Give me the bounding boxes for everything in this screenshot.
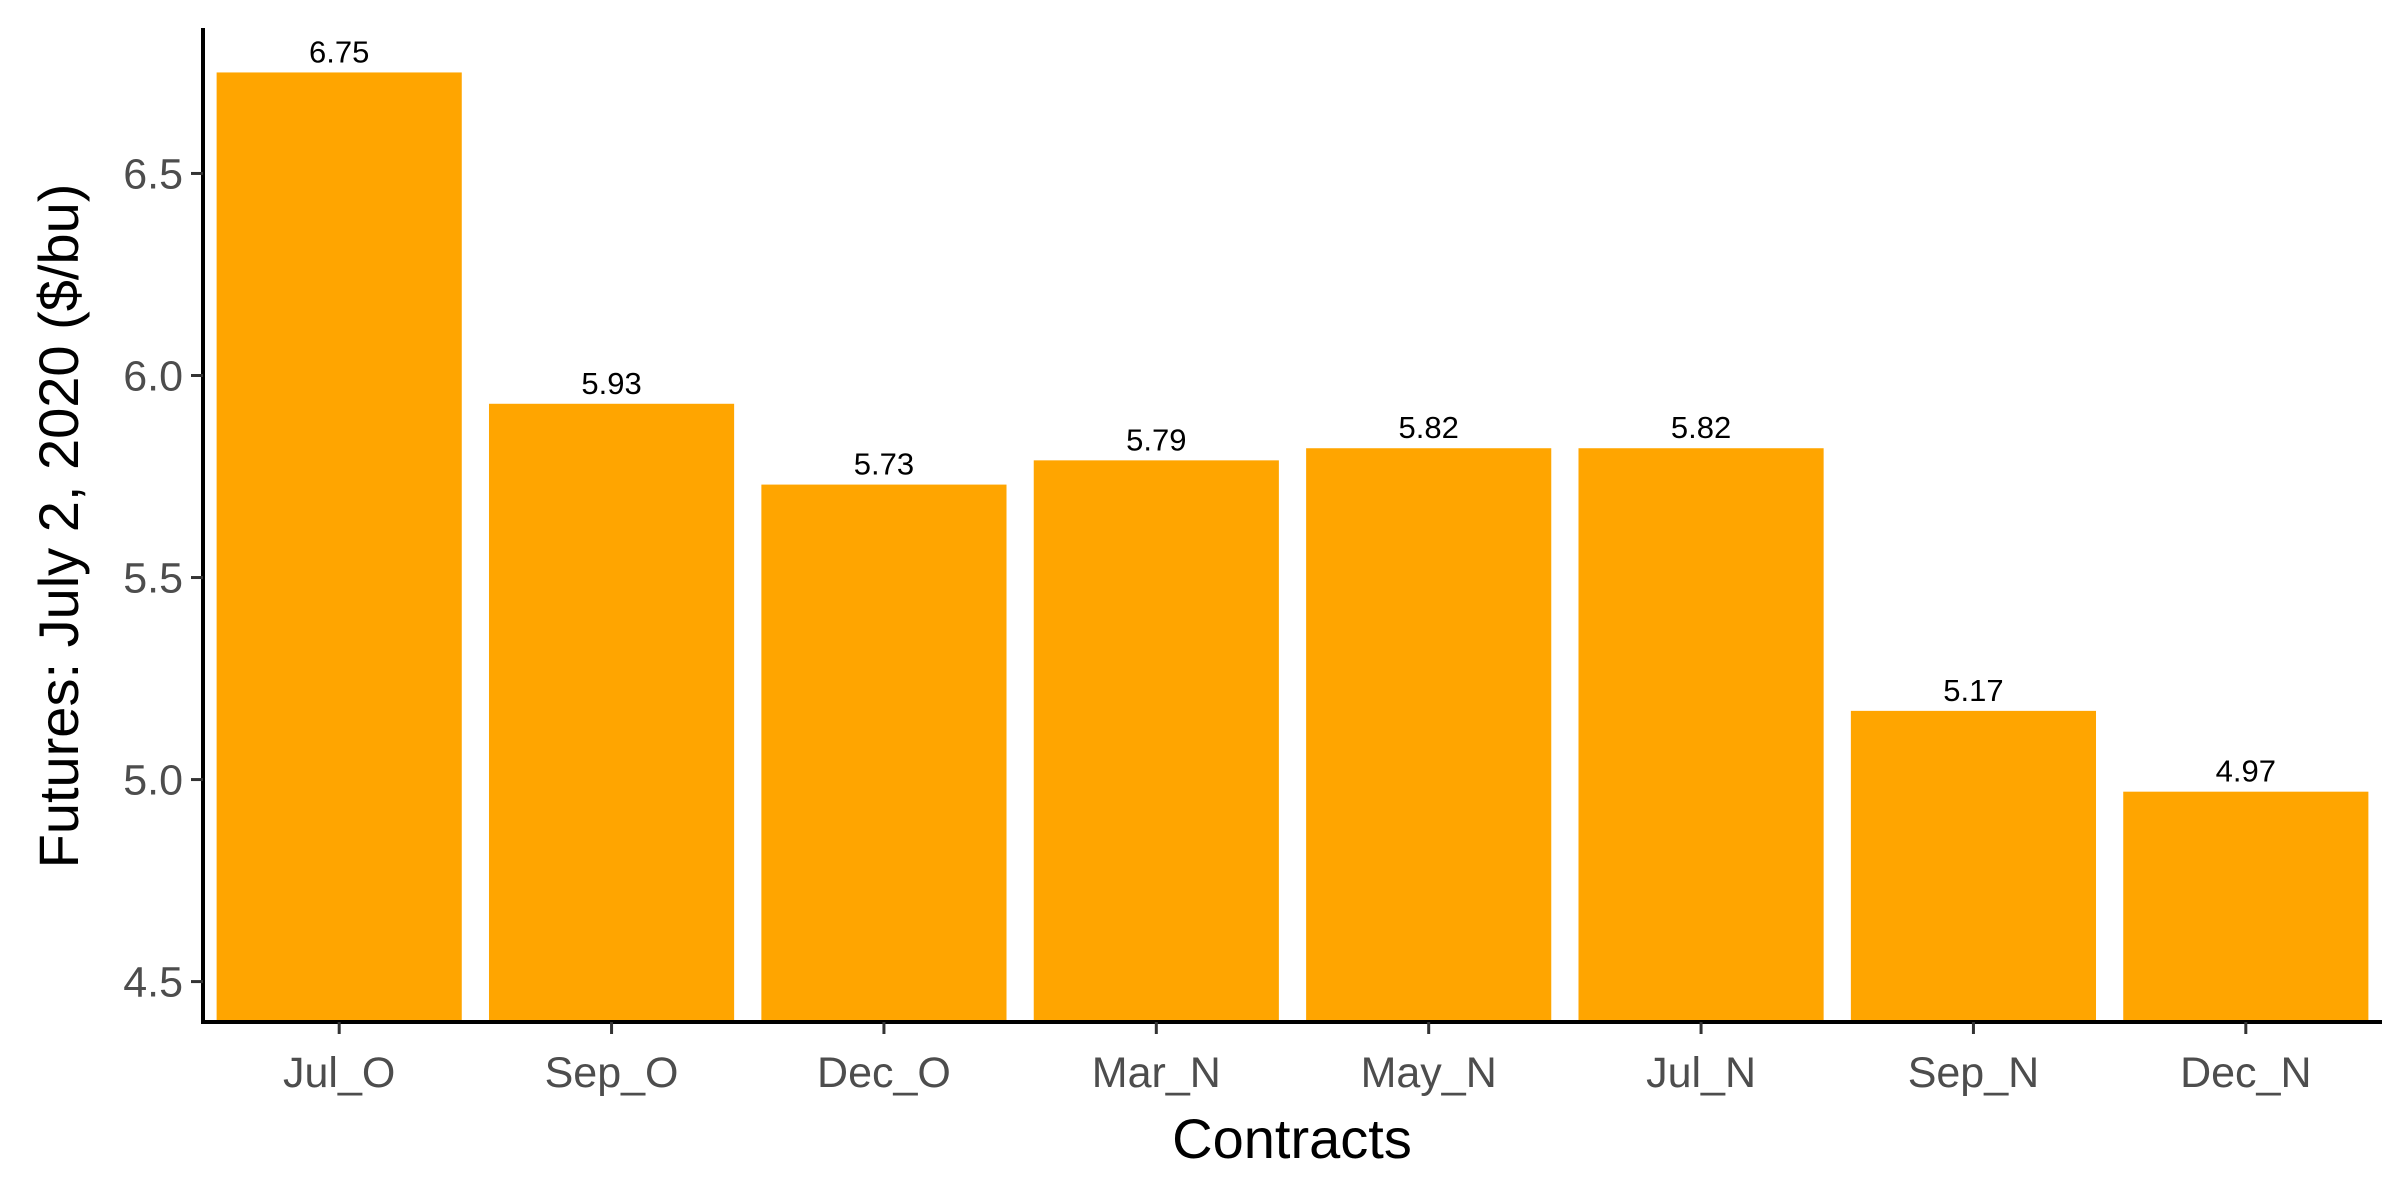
data-label: 5.93 (581, 366, 641, 401)
data-label: 5.82 (1671, 410, 1731, 445)
bar (1850, 710, 2097, 1022)
data-label: 5.73 (854, 447, 914, 482)
bar (216, 72, 462, 1022)
y-tick-label: 4.5 (123, 959, 183, 1007)
y-tick-label: 5.0 (123, 757, 183, 805)
data-labels-layer: 6.75 5.93 5.73 5.79 5.82 5.82 5.17 4.97 (309, 34, 2276, 788)
x-tick-label: Dec_O (817, 1049, 951, 1097)
data-label: 4.97 (2216, 754, 2276, 789)
y-tick-label: 6.0 (123, 353, 183, 401)
bar (1033, 460, 1279, 1023)
x-tick-label: Jul_N (1646, 1049, 1756, 1097)
x-axis-title: Contracts (1172, 1107, 1412, 1170)
y-tick-label: 5.5 (123, 555, 183, 603)
x-tick-label: Mar_N (1092, 1049, 1221, 1097)
data-label: 5.17 (1943, 673, 2003, 708)
x-tick-label: Sep_O (545, 1049, 679, 1097)
bars-layer (216, 72, 2369, 1023)
bar (2123, 791, 2369, 1022)
data-label: 5.82 (1399, 410, 1459, 445)
x-tick-label: Dec_N (2180, 1049, 2311, 1097)
y-ticks: 4.5 5.0 5.5 6.0 6.5 (123, 150, 203, 1007)
y-axis-title: Futures: July 2, 2020 ($/bu) (27, 184, 90, 869)
bar (1306, 448, 1552, 1023)
y-tick-label: 6.5 (123, 150, 183, 198)
x-tick-label: Jul_O (283, 1049, 395, 1097)
data-label: 5.79 (1126, 422, 1186, 457)
data-label: 6.75 (309, 34, 369, 69)
bar (761, 484, 1007, 1023)
x-tick-label: May_N (1361, 1049, 1497, 1097)
bar (488, 403, 735, 1022)
x-ticks: Jul_O Sep_O Dec_O Mar_N May_N Jul_N Sep_N Dec_N (283, 1022, 2312, 1097)
x-tick-label: Sep_N (1908, 1049, 2039, 1097)
bar (1578, 448, 1824, 1023)
